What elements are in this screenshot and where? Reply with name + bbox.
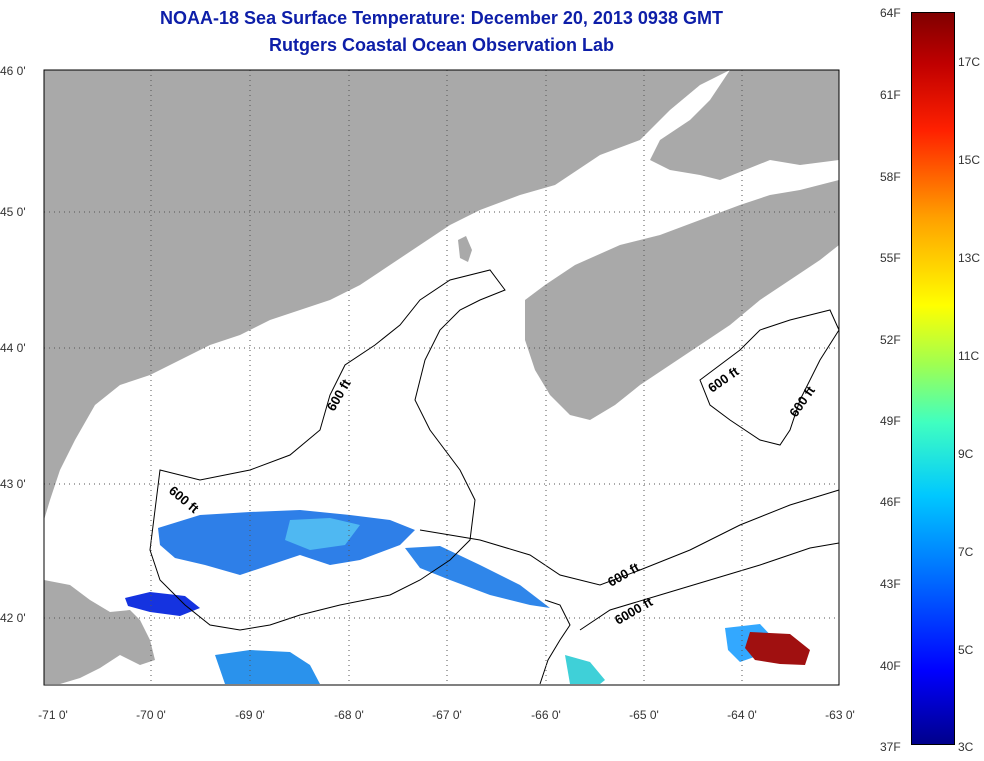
lon-tick-label: -67 0'	[432, 708, 462, 722]
colorbar-f-label: 43F	[880, 577, 901, 591]
lat-tick-label: 43 0'	[0, 477, 26, 491]
lat-tick-label: 45 0'	[0, 205, 26, 219]
colorbar-f-label: 46F	[880, 495, 901, 509]
sst-patch-south	[215, 650, 320, 684]
contour-600ft-nova-scotia	[699, 309, 840, 446]
contour-600ft-gulf	[149, 269, 506, 631]
colorbar-c-label: 7C	[958, 545, 974, 559]
colorbar-f-label: 52F	[880, 333, 901, 347]
colorbar-c-label: 5C	[958, 643, 974, 657]
colorbar-f-label: 61F	[880, 88, 901, 102]
colorbar-f-label: 49F	[880, 414, 901, 428]
land-maine	[44, 70, 730, 520]
lon-tick-label: -68 0'	[334, 708, 364, 722]
colorbar-f-label: 64F	[880, 6, 901, 20]
sst-patch-warm-core	[285, 518, 360, 550]
lon-tick-label: -64 0'	[727, 708, 757, 722]
colorbar-f-label: 40F	[880, 659, 901, 673]
contour-georges	[539, 599, 571, 685]
contour-600ft-shelf	[419, 489, 840, 586]
lon-tick-label: -65 0'	[629, 708, 659, 722]
land-cape-cod	[44, 580, 155, 684]
map-subtitle: Rutgers Coastal Ocean Observation Lab	[268, 35, 615, 55]
lon-tick-label: -69 0'	[235, 708, 265, 722]
map-frame	[43, 69, 840, 686]
sst-patch-cold	[125, 592, 200, 616]
colorbar-c-label: 9C	[958, 447, 974, 461]
lat-tick-label: 46 0'	[0, 64, 26, 78]
colorbar-f-label: 58F	[880, 170, 901, 184]
lat-tick-label: 44 0'	[0, 341, 26, 355]
colorbar-c-label: 13C	[958, 251, 981, 265]
lon-tick-label: -71 0'	[38, 708, 68, 722]
contour-6000ft	[579, 542, 840, 631]
map-title: NOAA-18 Sea Surface Temperature: Decembe…	[160, 8, 723, 28]
land-grand-manan	[458, 236, 472, 262]
lon-tick-label: -66 0'	[531, 708, 561, 722]
land-nova-scotia	[525, 180, 839, 420]
lon-tick-label: -70 0'	[136, 708, 166, 722]
land-new-brunswick	[650, 70, 839, 180]
colorbar-c-label: 17C	[958, 55, 981, 69]
colorbar-f-label: 55F	[880, 251, 901, 265]
colorbar-c-label: 3C	[958, 740, 974, 754]
sst-patch-channel	[405, 546, 550, 608]
lon-tick-label: -63 0'	[825, 708, 855, 722]
colorbar-c-label: 11C	[958, 349, 980, 363]
lat-tick-label: 42 0'	[0, 611, 26, 625]
sst-patch-gulfstream	[745, 632, 810, 665]
sst-patch-shelf	[565, 655, 605, 684]
colorbar-f-label: 37F	[880, 740, 901, 754]
temperature-colorbar	[911, 12, 955, 745]
colorbar-c-label: 15C	[958, 153, 981, 167]
